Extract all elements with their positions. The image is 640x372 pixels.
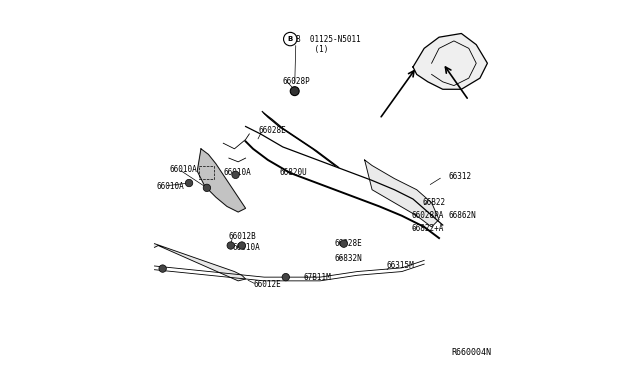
- Circle shape: [290, 87, 299, 96]
- Circle shape: [203, 184, 211, 192]
- Text: 66312: 66312: [449, 172, 472, 181]
- Text: 66028E: 66028E: [259, 126, 286, 135]
- Text: B  01125-N5011
    (1): B 01125-N5011 (1): [296, 35, 360, 54]
- Text: 66862N: 66862N: [449, 211, 476, 220]
- Text: 66012E: 66012E: [253, 280, 281, 289]
- Text: 66010A: 66010A: [156, 182, 184, 190]
- Circle shape: [282, 273, 289, 281]
- Text: 66012B: 66012B: [229, 232, 257, 241]
- Text: 66B22: 66B22: [422, 198, 445, 207]
- Circle shape: [186, 179, 193, 187]
- Polygon shape: [413, 33, 488, 89]
- Circle shape: [232, 171, 239, 179]
- Polygon shape: [197, 149, 246, 212]
- Text: 66820U: 66820U: [279, 169, 307, 177]
- Polygon shape: [365, 160, 439, 227]
- Circle shape: [159, 265, 166, 272]
- Text: 66822+A: 66822+A: [411, 224, 444, 233]
- Text: 66832N: 66832N: [335, 254, 363, 263]
- Polygon shape: [154, 244, 246, 281]
- Circle shape: [238, 242, 246, 249]
- Text: 66028PA: 66028PA: [411, 211, 444, 220]
- Text: B: B: [287, 36, 293, 42]
- Text: 66028P: 66028P: [283, 77, 310, 86]
- Text: 66028E: 66028E: [335, 239, 363, 248]
- Circle shape: [227, 242, 234, 249]
- Text: 66315M: 66315M: [387, 262, 415, 270]
- Text: R660004N: R660004N: [451, 348, 491, 357]
- Text: 66010A: 66010A: [170, 165, 197, 174]
- Circle shape: [340, 240, 348, 247]
- Text: 66010A: 66010A: [232, 243, 260, 252]
- Text: 67B11M: 67B11M: [303, 273, 331, 282]
- Text: 66010A: 66010A: [223, 169, 251, 177]
